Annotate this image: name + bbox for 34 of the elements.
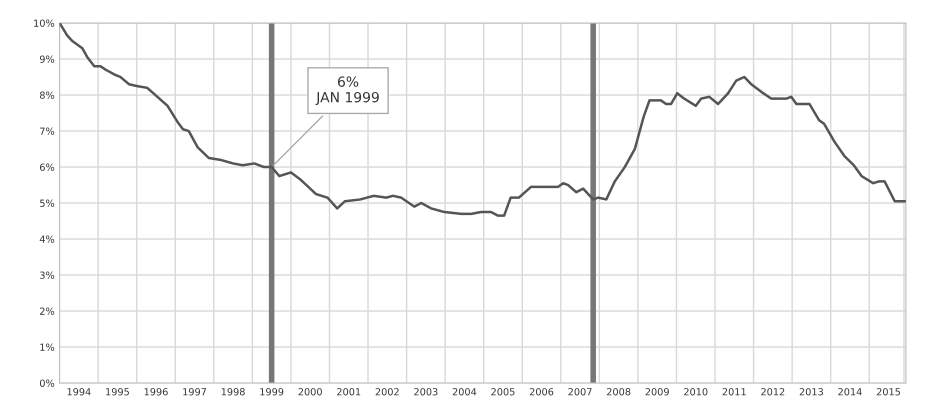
x-tick-label: 1998 (222, 388, 245, 396)
x-tick-label: 1999 (260, 388, 284, 396)
x-tick-label: 2002 (376, 388, 399, 396)
x-tick-label: 2014 (838, 388, 862, 396)
y-tick-label: 4% (40, 236, 54, 243)
y-tick-label: 2% (40, 308, 54, 315)
x-tick-label: 2012 (761, 388, 784, 396)
x-tick-label: 2007 (568, 388, 592, 396)
x-tick-label: 2009 (646, 388, 669, 396)
x-tick-label: 2008 (606, 388, 630, 396)
x-tick-label: 2005 (491, 388, 514, 396)
y-tick-label: 1% (40, 344, 54, 351)
x-tick-label: 2011 (722, 388, 746, 396)
y-tick-label: 6% (40, 164, 54, 171)
x-tick-label: 1997 (183, 388, 206, 396)
y-tick-label: 10% (34, 19, 54, 27)
x-tick-label: 2006 (530, 388, 554, 396)
y-tick-label: 0% (40, 380, 54, 387)
x-tick-label: 2013 (800, 388, 823, 396)
x-tick-label: 1995 (106, 388, 129, 396)
y-tick-label: 9% (40, 56, 54, 63)
x-tick-label: 1996 (144, 388, 168, 396)
x-tick-label: 1994 (68, 388, 91, 396)
y-tick-label: 5% (40, 200, 54, 207)
x-tick-label: 2010 (684, 388, 708, 396)
x-tick-label: 2001 (337, 388, 360, 396)
annotation: 6% JAN 1999 (316, 76, 379, 106)
x-tick-label: 2000 (298, 388, 322, 396)
y-tick-label: 3% (40, 272, 54, 279)
x-tick-label: 2004 (452, 388, 476, 396)
y-tick-label: 7% (40, 128, 54, 135)
x-tick-label: 2003 (414, 388, 438, 396)
y-tick-label: 8% (40, 92, 54, 99)
x-tick-label: 2015 (876, 388, 900, 396)
